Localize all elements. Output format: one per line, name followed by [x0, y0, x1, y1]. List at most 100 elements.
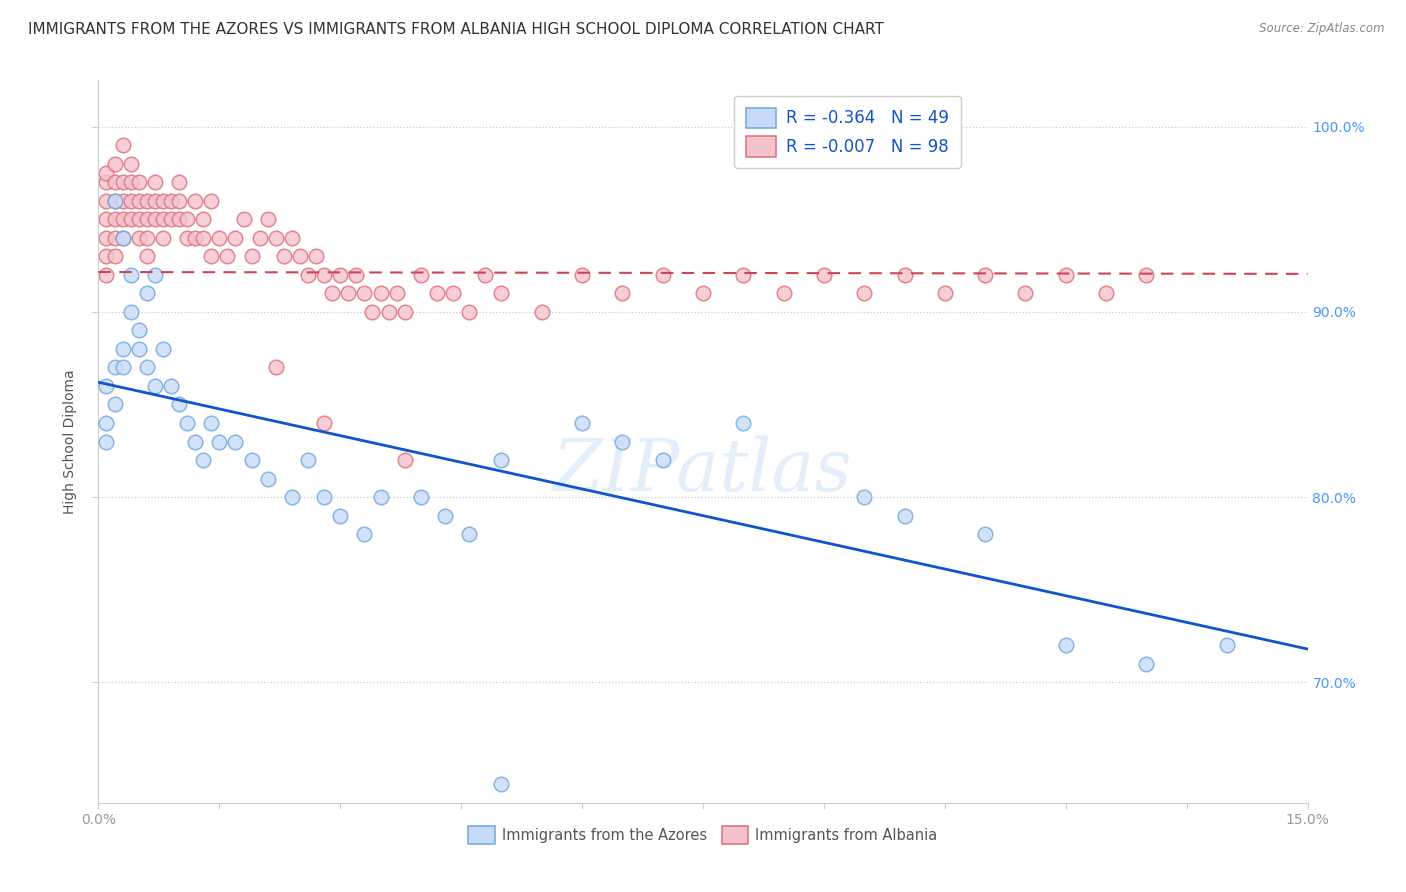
Point: [111, 175, 134, 189]
Point: [651, 453, 673, 467]
Point: [1014, 286, 1036, 301]
Point: [96, 249, 118, 263]
Point: [193, 453, 215, 467]
Point: [135, 360, 157, 375]
Point: [353, 286, 375, 301]
Point: [143, 212, 166, 227]
Point: [692, 286, 714, 301]
Point: [974, 527, 997, 541]
Point: [458, 527, 481, 541]
Point: [409, 490, 432, 504]
Point: [1135, 657, 1157, 671]
Point: [224, 434, 246, 449]
Point: [200, 249, 222, 263]
Point: [370, 286, 392, 301]
Point: [103, 249, 125, 263]
Point: [103, 194, 125, 208]
Point: [152, 212, 174, 227]
Point: [96, 194, 118, 208]
Point: [474, 268, 496, 282]
Point: [103, 156, 125, 170]
Point: [426, 286, 449, 301]
Point: [193, 231, 215, 245]
Point: [1216, 638, 1239, 652]
Point: [733, 268, 755, 282]
Point: [491, 453, 513, 467]
Point: [143, 379, 166, 393]
Text: IMMIGRANTS FROM THE AZORES VS IMMIGRANTS FROM ALBANIA HIGH SCHOOL DIPLOMA CORREL: IMMIGRANTS FROM THE AZORES VS IMMIGRANTS…: [28, 22, 884, 37]
Point: [96, 434, 118, 449]
Point: [135, 286, 157, 301]
Point: [103, 360, 125, 375]
Point: [893, 268, 915, 282]
Point: [1054, 638, 1077, 652]
Point: [96, 166, 118, 180]
Point: [184, 194, 207, 208]
Point: [385, 286, 408, 301]
Point: [264, 360, 287, 375]
Point: [314, 268, 336, 282]
Point: [152, 194, 174, 208]
Point: [184, 434, 207, 449]
Point: [200, 194, 222, 208]
Point: [394, 305, 416, 319]
Point: [96, 416, 118, 430]
Point: [111, 194, 134, 208]
Point: [232, 212, 254, 227]
Point: [167, 212, 190, 227]
Point: [160, 212, 183, 227]
Point: [240, 453, 263, 467]
Point: [288, 249, 311, 263]
Point: [120, 175, 142, 189]
Point: [1095, 286, 1118, 301]
Point: [329, 508, 352, 523]
Point: [103, 231, 125, 245]
Point: [1054, 268, 1077, 282]
Point: [111, 231, 134, 245]
Point: [143, 194, 166, 208]
Point: [813, 268, 835, 282]
Point: [240, 249, 263, 263]
Point: [249, 231, 271, 245]
Point: [394, 453, 416, 467]
Point: [111, 138, 134, 153]
Point: [111, 231, 134, 245]
Point: [337, 286, 360, 301]
Point: [329, 268, 352, 282]
Point: [176, 231, 198, 245]
Point: [530, 305, 553, 319]
Point: [224, 231, 246, 245]
Point: [321, 286, 343, 301]
Point: [434, 508, 457, 523]
Point: [128, 194, 150, 208]
Point: [135, 212, 157, 227]
Y-axis label: High School Diploma: High School Diploma: [63, 369, 77, 514]
Point: [612, 286, 634, 301]
Point: [128, 323, 150, 337]
Point: [853, 490, 876, 504]
Point: [208, 231, 231, 245]
Point: [1135, 268, 1157, 282]
Point: [297, 268, 319, 282]
Point: [103, 175, 125, 189]
Point: [458, 305, 481, 319]
Legend: Immigrants from the Azores, Immigrants from Albania: Immigrants from the Azores, Immigrants f…: [463, 821, 943, 850]
Point: [96, 231, 118, 245]
Point: [135, 231, 157, 245]
Point: [111, 360, 134, 375]
Point: [111, 212, 134, 227]
Point: [208, 434, 231, 449]
Point: [128, 342, 150, 356]
Point: [143, 175, 166, 189]
Point: [281, 231, 304, 245]
Point: [103, 397, 125, 411]
Point: [135, 194, 157, 208]
Point: [974, 268, 997, 282]
Text: ZIPatlas: ZIPatlas: [553, 435, 853, 506]
Point: [200, 416, 222, 430]
Point: [96, 379, 118, 393]
Point: [120, 212, 142, 227]
Point: [120, 194, 142, 208]
Point: [160, 194, 183, 208]
Point: [103, 212, 125, 227]
